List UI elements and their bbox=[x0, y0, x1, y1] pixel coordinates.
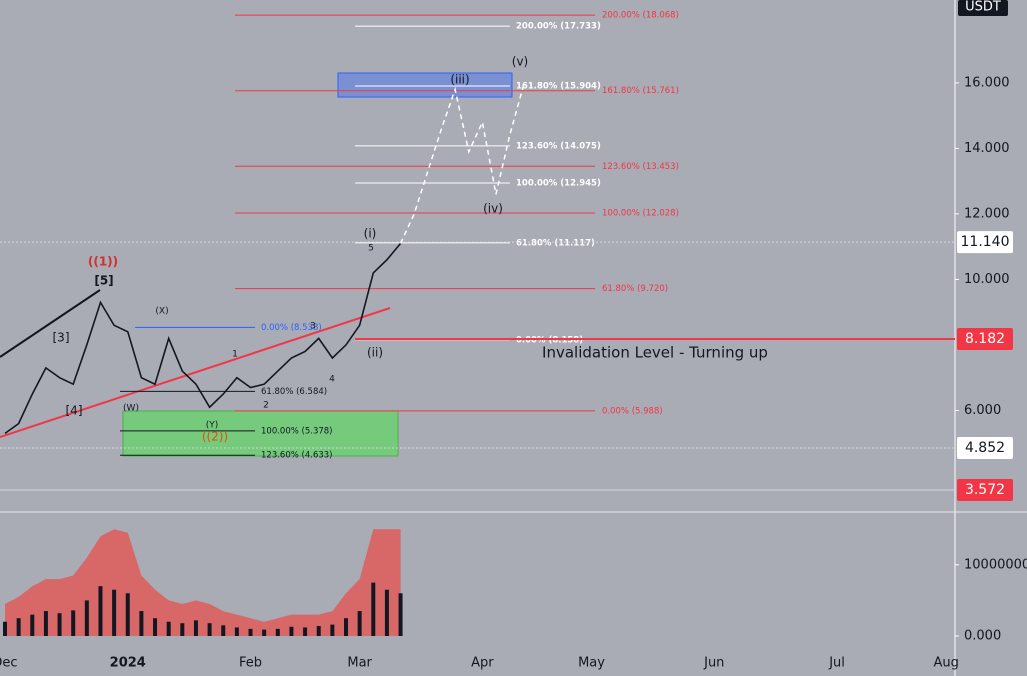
level-label: 0.00% (8.538) bbox=[261, 323, 322, 333]
wave-label: (v) bbox=[512, 55, 528, 69]
wave-label: 5 bbox=[368, 244, 374, 254]
volume-bar bbox=[275, 628, 280, 636]
x-tick-label: May bbox=[578, 656, 605, 671]
volume-bar bbox=[384, 589, 389, 636]
projection-path bbox=[399, 85, 525, 244]
wave-label: (iii) bbox=[450, 73, 469, 87]
volume-bar bbox=[248, 628, 253, 636]
x-tick-label: Feb bbox=[239, 656, 262, 671]
price-tag bbox=[957, 327, 1013, 350]
volume-bar bbox=[125, 593, 130, 636]
wave-label: ((2)) bbox=[202, 430, 228, 444]
volume-bar bbox=[262, 629, 267, 636]
level-label: 100.00% (5.378) bbox=[261, 426, 333, 436]
volume-bar bbox=[98, 586, 103, 636]
price-tag bbox=[957, 231, 1013, 254]
wave-label: (W) bbox=[123, 404, 139, 414]
wave-label: (iv) bbox=[483, 202, 503, 216]
x-tick-label: 2024 bbox=[110, 656, 146, 671]
level-label: 61.80% (11.117) bbox=[516, 238, 595, 248]
y-tick-label: 14.000 bbox=[964, 141, 1010, 156]
volume-bar bbox=[344, 618, 348, 636]
volume-envelope bbox=[5, 529, 401, 636]
volume-bar bbox=[357, 611, 362, 636]
volume-bar bbox=[234, 627, 239, 636]
wave-label: 1 bbox=[232, 350, 238, 360]
currency: USDT bbox=[965, 0, 1001, 15]
volume-bar bbox=[153, 618, 158, 636]
level-label: 61.80% (9.720) bbox=[602, 284, 668, 294]
x-tick-label: Jun bbox=[703, 656, 724, 671]
y-tick-label: 12.000 bbox=[964, 206, 1010, 221]
level-label: 200.00% (18.068) bbox=[602, 11, 679, 21]
level-label: 123.60% (4.633) bbox=[261, 451, 333, 461]
volume-bar bbox=[166, 621, 171, 636]
price-tag-label: 4.852 bbox=[965, 440, 1005, 456]
target-box bbox=[337, 72, 513, 98]
wave-label: Invalidation Level - Turning up bbox=[542, 344, 768, 362]
x-tick-label: Dec bbox=[0, 656, 18, 671]
level-label: 200.00% (17.733) bbox=[516, 22, 601, 32]
volume-bar bbox=[84, 600, 89, 636]
trendline bbox=[0, 289, 101, 358]
currency-tag bbox=[958, 0, 1008, 16]
price-tag-label: 8.182 bbox=[965, 331, 1005, 347]
wave-label: ((1)) bbox=[88, 255, 118, 269]
x-tick-label: Jul bbox=[828, 656, 845, 671]
price-tag-label: 11.140 bbox=[961, 234, 1010, 250]
y-tick-label: 10000000 bbox=[964, 557, 1027, 572]
volume-bar bbox=[139, 611, 144, 636]
wave-label: (X) bbox=[155, 307, 168, 317]
level-label: 161.80% (15.761) bbox=[602, 86, 679, 96]
volume-bar bbox=[221, 625, 226, 636]
trendline bbox=[0, 307, 391, 438]
level-label: 123.60% (14.075) bbox=[516, 141, 601, 151]
price-tag bbox=[957, 437, 1013, 460]
level-label: 0.00% (8.158) bbox=[516, 335, 583, 345]
volume-bar bbox=[112, 589, 117, 636]
price-tag bbox=[957, 478, 1013, 501]
level-label: 61.80% (6.584) bbox=[261, 387, 327, 397]
level-label: 161.80% (15.904) bbox=[516, 82, 601, 92]
level-label: 0.00% (5.988) bbox=[602, 406, 663, 416]
volume-bar bbox=[16, 618, 21, 636]
wave-label: (ii) bbox=[367, 346, 383, 360]
y-tick-label: 16.000 bbox=[964, 75, 1010, 90]
wave-label: 4 bbox=[329, 375, 335, 385]
volume-bar bbox=[330, 624, 335, 636]
volume-bar bbox=[193, 620, 198, 636]
price-tag-label: 3.572 bbox=[965, 482, 1005, 498]
wave-label: [3] bbox=[53, 331, 70, 345]
volume-bar bbox=[71, 610, 76, 636]
volume-bar bbox=[371, 582, 376, 636]
wave-label: 3 bbox=[310, 322, 316, 332]
volume-bar bbox=[303, 627, 308, 636]
volume-bar bbox=[30, 614, 35, 636]
wave-label: [4] bbox=[66, 404, 83, 418]
wave-label: (i) bbox=[364, 227, 377, 241]
volume-bar bbox=[207, 623, 212, 636]
y-tick-label: 6.000 bbox=[964, 403, 1001, 418]
level-label: 100.00% (12.945) bbox=[516, 178, 601, 188]
price-path bbox=[4, 242, 402, 435]
wave-label: [5] bbox=[94, 274, 113, 288]
wave-label: (Y) bbox=[206, 421, 219, 431]
volume-bar bbox=[3, 621, 7, 636]
volume-bar bbox=[316, 626, 321, 636]
volume-bar bbox=[289, 626, 294, 636]
volume-bar bbox=[398, 593, 403, 636]
volume-bar bbox=[180, 623, 185, 636]
x-tick-label: Mar bbox=[347, 656, 372, 671]
x-tick-label: Aug bbox=[933, 656, 958, 671]
wave-label: 2 bbox=[263, 401, 269, 411]
x-tick-label: Apr bbox=[471, 656, 494, 671]
volume-bar bbox=[43, 611, 48, 636]
level-label: 100.00% (12.028) bbox=[602, 208, 679, 218]
level-label: 123.60% (13.453) bbox=[602, 162, 679, 172]
volume-bar bbox=[57, 613, 62, 636]
y-tick-label: 10.000 bbox=[964, 272, 1010, 287]
y-tick-label: 0.000 bbox=[964, 629, 1001, 644]
